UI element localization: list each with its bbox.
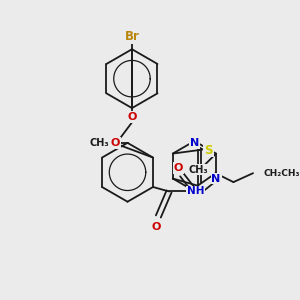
Text: N: N bbox=[190, 138, 199, 148]
Text: O: O bbox=[152, 222, 161, 232]
Text: O: O bbox=[110, 138, 120, 148]
Text: O: O bbox=[127, 112, 137, 122]
Text: CH₃: CH₃ bbox=[89, 138, 109, 148]
Text: CH₂CH₃: CH₂CH₃ bbox=[264, 169, 300, 178]
Text: CH₃: CH₃ bbox=[188, 165, 208, 175]
Text: S: S bbox=[204, 143, 213, 157]
Text: N: N bbox=[212, 173, 220, 184]
Text: NH: NH bbox=[187, 187, 205, 196]
Text: O: O bbox=[174, 163, 183, 173]
Text: Br: Br bbox=[124, 30, 140, 43]
